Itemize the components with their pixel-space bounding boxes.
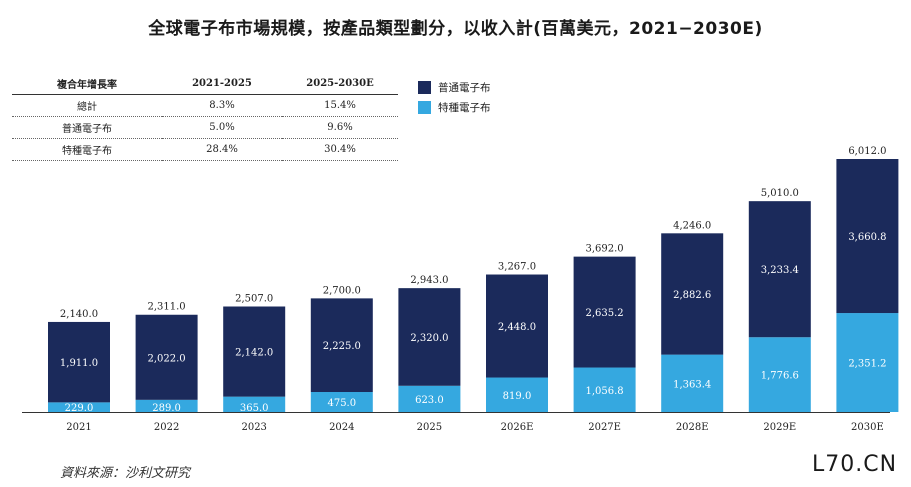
- bar-ordinary: [836, 159, 899, 314]
- bar-ordinary: [748, 201, 811, 338]
- data-label-total: 2,700.0: [323, 285, 361, 296]
- data-label-special: 2,351.2: [848, 359, 886, 370]
- data-label-total: 2,311.0: [148, 302, 186, 313]
- x-tick-label: 2022: [154, 422, 179, 433]
- bar-ordinary: [398, 288, 461, 386]
- cagr-row-label: 普通電子布: [12, 116, 162, 139]
- data-label-total: 2,943.0: [410, 275, 448, 286]
- data-label-ordinary: 1,911.0: [60, 358, 98, 369]
- bar-special: [310, 392, 373, 412]
- cagr-value: 5.0%: [162, 116, 282, 139]
- cagr-header-period-1: 2021-2025: [162, 72, 282, 95]
- data-label-total: 6,012.0: [848, 146, 886, 157]
- x-tick-label: 2029E: [763, 422, 796, 433]
- bar-ordinary: [486, 274, 548, 378]
- data-label-total: 3,267.0: [498, 262, 536, 273]
- bar-special: [223, 396, 286, 412]
- cagr-header-row: 複合年增長率 2021-2025 2025-2030E: [12, 72, 398, 95]
- data-label-ordinary: 2,225.0: [323, 341, 361, 352]
- data-label-ordinary: 2,142.0: [235, 348, 273, 359]
- source-note: 資料來源：沙利文研究: [60, 466, 191, 481]
- data-label-ordinary: 2,448.0: [498, 322, 536, 333]
- data-label-special: 1,056.8: [586, 386, 624, 397]
- data-label-special: 819.0: [503, 391, 532, 402]
- data-label-special: 365.0: [240, 403, 269, 414]
- cagr-value: 28.4%: [162, 138, 282, 161]
- data-label-total: 4,246.0: [673, 220, 711, 231]
- chart-legend: 普通電子布 特種電子布: [418, 80, 491, 120]
- cagr-value: 8.3%: [162, 94, 282, 117]
- bar-ordinary: [661, 233, 724, 355]
- data-label-special: 1,776.6: [761, 371, 799, 382]
- legend-swatch-ordinary: [418, 80, 431, 94]
- cagr-row-total: 總計 8.3% 15.4%: [12, 94, 398, 117]
- data-label-special: 289.0: [152, 403, 181, 414]
- x-tick-label: 2028E: [676, 422, 709, 433]
- cagr-header-period-2: 2025-2030E: [282, 72, 398, 95]
- bar-ordinary: [223, 306, 286, 397]
- bar-ordinary: [135, 314, 198, 400]
- x-tick-label: 2027E: [588, 422, 621, 433]
- data-label-ordinary: 2,882.6: [673, 290, 711, 301]
- bar-ordinary: [573, 256, 636, 368]
- data-label-ordinary: 3,660.8: [848, 232, 886, 243]
- legend-swatch-special: [418, 100, 431, 114]
- bar-ordinary: [310, 298, 373, 393]
- cagr-row-ordinary: 普通電子布 5.0% 9.6%: [12, 116, 398, 139]
- data-label-special: 229.0: [65, 403, 94, 414]
- bar-special: [48, 402, 110, 412]
- chart-title: 全球電子布市場規模，按產品類型劃分，以收入計(百萬美元，2021−2030E): [148, 19, 763, 39]
- data-label-special: 623.0: [415, 395, 444, 406]
- bar-special: [135, 399, 198, 412]
- bar-special: [748, 337, 811, 412]
- x-tick-label: 2025: [417, 422, 442, 433]
- bar-ordinary: [48, 321, 110, 403]
- data-label-total: 5,010.0: [761, 188, 799, 199]
- data-label-ordinary: 2,022.0: [148, 353, 186, 364]
- cagr-header-label: 複合年增長率: [12, 72, 162, 95]
- bar-special: [486, 377, 548, 412]
- x-tick-label: 2023: [241, 422, 266, 433]
- data-label-total: 3,692.0: [586, 244, 624, 255]
- legend-label-special: 特種電子布: [438, 101, 491, 114]
- data-label-special: 1,363.4: [673, 379, 711, 390]
- bar-special: [398, 385, 461, 412]
- cagr-row-label: 總計: [12, 94, 162, 117]
- bar-special: [836, 313, 899, 412]
- cagr-row-label: 特種電子布: [12, 138, 162, 161]
- bar-special: [573, 367, 636, 412]
- x-tick-label: 2024: [329, 422, 354, 433]
- cagr-row-special: 特種電子布 28.4% 30.4%: [12, 138, 398, 161]
- bar-special: [661, 354, 724, 412]
- cagr-value: 15.4%: [282, 94, 398, 117]
- x-tick-label: 2021: [66, 422, 91, 433]
- data-label-ordinary: 2,320.0: [410, 333, 448, 344]
- cagr-value: 30.4%: [282, 138, 398, 161]
- data-label-total: 2,507.0: [235, 293, 273, 304]
- legend-item-special: 特種電子布: [418, 100, 491, 114]
- cagr-value: 9.6%: [282, 116, 398, 139]
- watermark: L70.CN: [812, 452, 898, 477]
- x-tick-label: 2030E: [851, 422, 884, 433]
- data-label-special: 475.0: [327, 398, 356, 409]
- legend-label-ordinary: 普通電子布: [438, 81, 491, 94]
- cagr-table: 複合年增長率 2021-2025 2025-2030E 總計 8.3% 15.4…: [12, 72, 398, 161]
- data-label-ordinary: 2,635.2: [586, 308, 624, 319]
- data-label-ordinary: 3,233.4: [761, 265, 799, 276]
- legend-item-ordinary: 普通電子布: [418, 80, 491, 94]
- x-tick-label: 2026E: [501, 422, 534, 433]
- data-label-total: 2,140.0: [60, 309, 98, 320]
